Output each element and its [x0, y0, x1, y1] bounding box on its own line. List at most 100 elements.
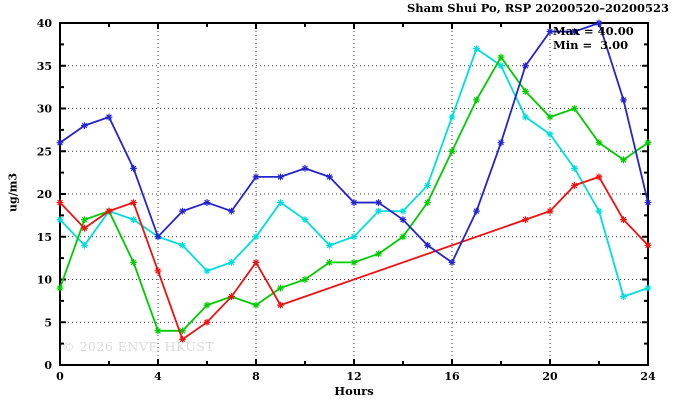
series-green-marker	[595, 139, 603, 147]
series-green-marker	[571, 105, 578, 112]
series-red	[56, 173, 652, 343]
series-cyan-marker	[595, 207, 603, 215]
series-red-marker	[228, 293, 235, 300]
series-blue-marker	[522, 62, 529, 70]
series-cyan-marker	[228, 259, 235, 266]
series-green-marker	[424, 199, 431, 206]
x-tick-label: 8	[252, 370, 260, 383]
series-blue-marker	[301, 164, 309, 172]
series-blue-line	[59, 21, 649, 264]
series-blue-marker	[326, 173, 333, 181]
series-blue-marker	[203, 199, 211, 206]
y-tick-label: 40	[37, 17, 53, 30]
series-cyan-marker	[399, 207, 407, 215]
x-tick-label: 16	[444, 370, 460, 383]
series-cyan-marker	[473, 45, 480, 53]
x-tick-label: 0	[56, 370, 64, 383]
y-tick-label: 20	[37, 188, 53, 201]
x-tick-label: 12	[346, 370, 361, 383]
series-cyan-marker	[497, 62, 505, 70]
series-red-marker	[620, 216, 627, 224]
series-cyan-marker	[350, 233, 358, 241]
series-green-marker	[350, 259, 358, 266]
tick-labels: 0 5 10 15 20 25 30 35 40 0 4 8 12 16 20 24	[37, 17, 656, 383]
series-blue-marker	[252, 173, 260, 181]
series-blue-marker	[375, 199, 382, 206]
series-blue-marker	[448, 259, 456, 266]
y-tick-label: 30	[37, 103, 53, 116]
series-green-marker	[546, 113, 554, 121]
series-cyan-marker	[277, 199, 284, 206]
series-cyan-marker	[546, 130, 554, 138]
x-tick-label: 20	[542, 370, 558, 383]
series-green-marker	[203, 301, 211, 309]
min-annotation: Min = 3.00	[553, 38, 629, 52]
series-cyan-marker	[448, 113, 456, 121]
series-red-marker	[154, 267, 162, 275]
series-blue-marker	[424, 241, 431, 249]
x-tick-label: 24	[640, 370, 656, 383]
series-red-line	[59, 175, 649, 341]
series-cyan-marker	[571, 164, 578, 172]
series-green-marker	[277, 284, 284, 292]
series-blue-marker	[130, 164, 137, 172]
series-blue	[56, 19, 652, 266]
series-green-marker	[375, 250, 382, 258]
series-blue-marker	[228, 207, 235, 215]
series-blue-marker	[546, 28, 554, 35]
series-cyan-marker	[644, 284, 652, 292]
watermark: © 2026 ENVF, HKUST	[62, 339, 215, 354]
series-blue-marker	[473, 207, 480, 215]
series-red-marker	[595, 173, 603, 181]
series-cyan-marker	[56, 216, 64, 224]
series-blue-marker	[105, 113, 113, 121]
y-tick-label: 25	[37, 145, 52, 158]
y-tick-label: 5	[44, 316, 52, 329]
series-blue-marker	[620, 96, 627, 104]
series-green-marker	[179, 327, 186, 335]
series-green-marker	[56, 284, 64, 292]
series-cyan-marker	[326, 241, 333, 249]
series-green-marker	[252, 301, 260, 309]
series-green-marker	[154, 327, 162, 335]
series-green-marker	[644, 139, 652, 147]
series-blue-marker	[399, 216, 407, 224]
series-blue-marker	[497, 139, 505, 147]
series-blue-marker	[81, 122, 88, 129]
gridlines	[60, 23, 648, 365]
series-cyan-marker	[301, 216, 309, 224]
series-green-marker	[130, 259, 137, 266]
series-cyan-marker	[130, 216, 137, 224]
series-green-marker	[326, 259, 333, 266]
series-red-marker	[277, 301, 284, 309]
series-red-marker	[546, 207, 554, 215]
series-red-marker	[252, 259, 260, 266]
series-cyan-marker	[203, 267, 211, 275]
series-green-marker	[81, 216, 88, 224]
max-min-annotation: Max = 40.00 Min = 3.00	[553, 24, 634, 52]
series-red-marker	[203, 318, 211, 326]
series-red-marker	[644, 241, 652, 249]
y-axis-label: ug/m3	[6, 173, 20, 212]
series-blue-marker	[644, 199, 652, 206]
axes	[59, 22, 649, 366]
series-blue-marker	[154, 233, 162, 241]
series-green-marker	[448, 147, 456, 155]
series-blue-marker	[56, 139, 64, 147]
series-cyan-marker	[252, 233, 260, 241]
series-cyan-marker	[179, 241, 186, 249]
series-red-marker	[81, 224, 88, 232]
series-blue-marker	[595, 19, 603, 27]
y-tick-label: 0	[44, 359, 52, 372]
series-red-marker	[522, 216, 529, 224]
y-tick-label: 15	[37, 231, 52, 244]
series-cyan-marker	[375, 207, 382, 215]
series-red-marker	[130, 199, 137, 206]
series-green-marker	[301, 276, 309, 283]
series-blue-marker	[179, 207, 186, 215]
series-cyan-marker	[424, 182, 431, 189]
series-green-marker	[473, 96, 480, 104]
series-green-marker	[399, 233, 407, 241]
